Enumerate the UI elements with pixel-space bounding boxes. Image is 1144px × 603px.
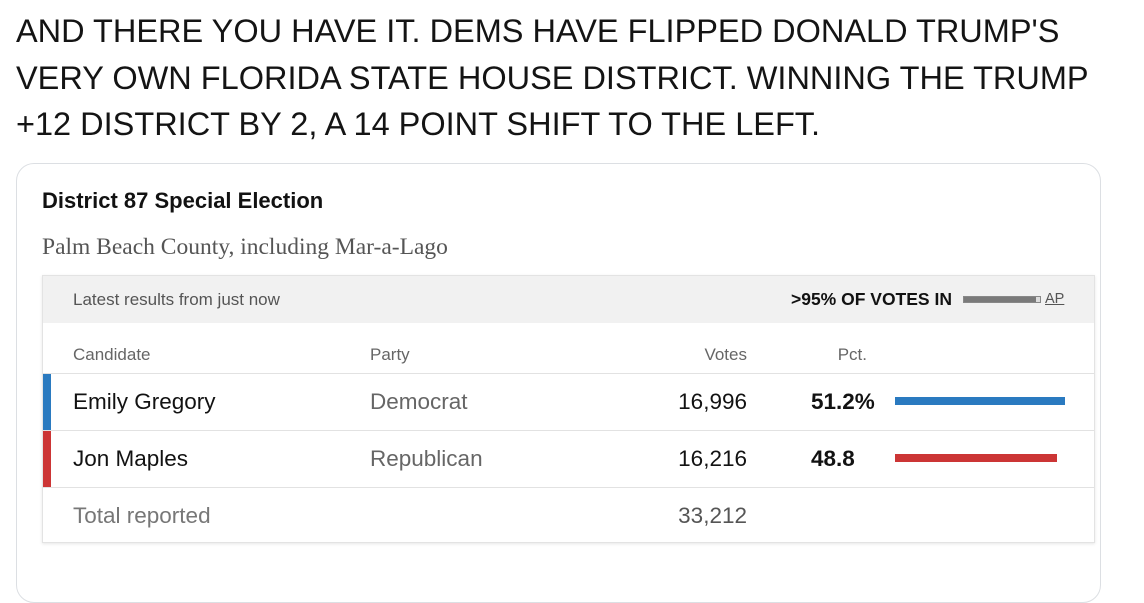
table-row: Emily Gregory Democrat 16,996 51.2% [43,373,1094,430]
column-header-candidate: Candidate [73,345,151,364]
results-header: Latest results from just now >95% OF VOT… [43,276,1094,323]
column-header-votes: Votes [704,345,747,364]
candidate-name: Jon Maples [73,446,189,471]
candidate-pct: 48.8 [811,446,855,471]
results-subtitle: Palm Beach County, including Mar-a-Lago [42,234,448,260]
column-header-party: Party [370,345,410,364]
tweet-text: AND THERE YOU HAVE IT. DEMS HAVE FLIPPED… [16,8,1126,148]
vote-share-bar [895,397,1065,405]
table-row: Jon Maples Republican 16,216 48.8 [43,430,1094,487]
vote-share-fill [895,454,1058,462]
party-color-stripe [43,374,51,430]
results-title: District 87 Special Election [42,188,324,213]
vote-share-fill [895,397,1065,405]
candidate-party: Republican [370,446,483,471]
party-color-stripe [43,431,51,487]
candidate-votes: 16,996 [678,389,747,414]
candidate-pct: 51.2% [811,389,875,414]
total-row: Total reported 33,212 [43,487,1094,544]
tweet-line: VERY OWN FLORIDA STATE HOUSE DISTRICT. W… [16,59,1089,96]
tweet-line: AND THERE YOU HAVE IT. DEMS HAVE FLIPPED… [16,13,1060,49]
ap-source-link[interactable]: AP [1045,291,1065,307]
candidate-votes: 16,216 [678,446,747,471]
candidate-party: Democrat [370,389,468,414]
candidate-name: Emily Gregory [73,389,216,414]
embedded-image-card[interactable]: District 87 Special Election Palm Beach … [16,163,1101,603]
results-table: Latest results from just now >95% OF VOT… [42,275,1095,543]
reporting-progress-fill [964,297,1037,302]
total-votes: 33,212 [678,503,747,528]
votes-in-label: >95% OF VOTES IN [791,289,952,309]
reporting-progress-bar [963,296,1041,303]
latest-results-label: Latest results from just now [73,290,280,309]
column-header-pct: Pct. [837,345,867,364]
tweet-line: +12 DISTRICT BY 2, A 14 POINT SHIFT TO T… [16,106,821,142]
vote-share-bar [895,454,1065,462]
total-label: Total reported [73,503,211,528]
